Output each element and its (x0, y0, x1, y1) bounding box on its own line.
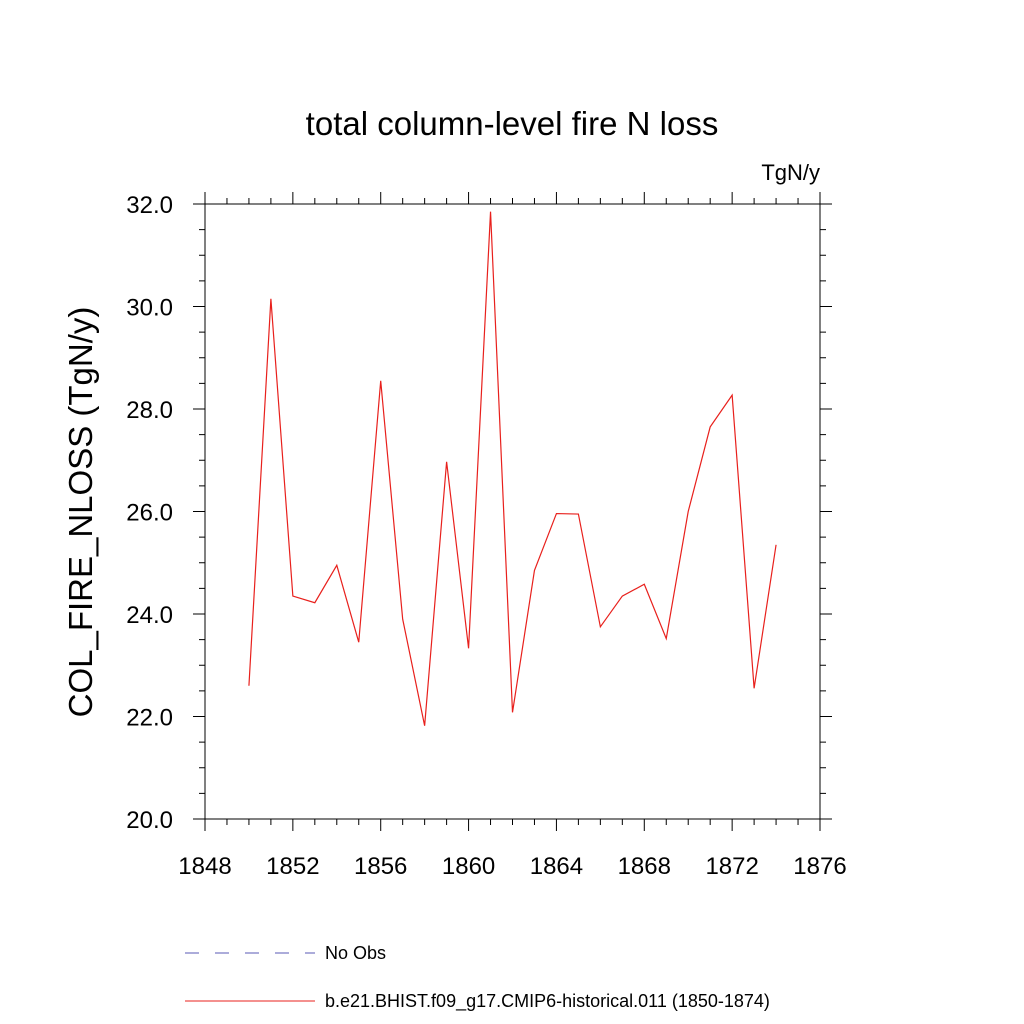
x-tick-label: 1856 (354, 853, 407, 880)
series-lines (248, 211, 777, 726)
y-tick-label: 32.0 (126, 192, 173, 219)
legend-label-no-obs: No Obs (325, 943, 386, 963)
x-tick-label: 1848 (178, 853, 231, 880)
y-tick-label: 26.0 (126, 500, 173, 527)
x-tick-label: 1876 (793, 853, 846, 880)
y-axis-title: COL_FIRE_NLOSS (TgN/y) (62, 307, 99, 718)
x-tick-label: 1868 (618, 853, 671, 880)
y-tick-label: 30.0 (126, 295, 173, 322)
y-tick-label: 24.0 (126, 602, 173, 629)
y-tick-label: 28.0 (126, 397, 173, 424)
x-tick-label: 1864 (530, 853, 583, 880)
chart-title: total column-level fire N loss (306, 105, 719, 142)
axis-ticks: 1848 1852 1856 1860 1864 1868 1872 1876 20.0 22.0… (126, 192, 847, 880)
y-tick-label: 22.0 (126, 705, 173, 732)
series-line (248, 211, 777, 726)
x-tick-label: 1872 (705, 853, 758, 880)
legend-label-historical: b.e21.BHIST.f09_g17.CMIP6-historical.011… (325, 991, 770, 1012)
y-tick-label: 20.0 (126, 807, 173, 834)
plot-frame (204, 203, 821, 820)
x-tick-label: 1852 (266, 853, 319, 880)
units-label: TgN/y (761, 160, 820, 185)
x-tick-label: 1860 (442, 853, 495, 880)
legend: No Obs b.e21.BHIST.f09_g17.CMIP6-histori… (185, 943, 770, 1012)
